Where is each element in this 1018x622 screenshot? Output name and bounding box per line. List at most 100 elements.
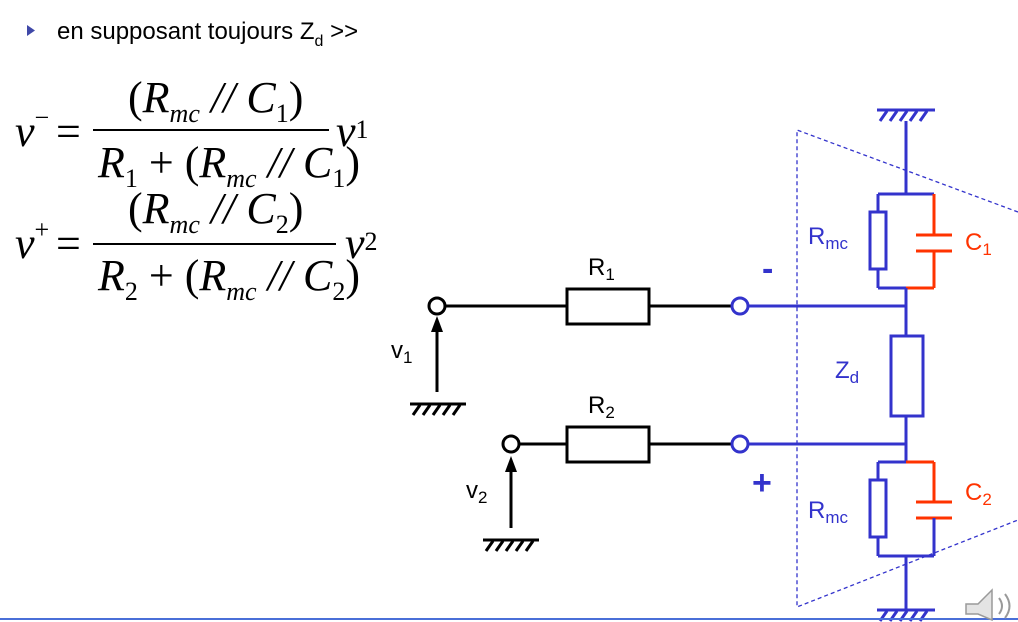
ground-icon (877, 608, 935, 622)
c2-label-sub: 2 (982, 490, 991, 509)
eq2-den-par: // (257, 251, 303, 300)
circuit-diagram: R1 v1 R2 v2 - + (391, 108, 1018, 622)
c2-label: C (965, 479, 982, 506)
svg-text:v2: v2 (466, 477, 487, 507)
svg-text:v1: v1 (336, 107, 369, 156)
eq2-den-c: C (303, 251, 333, 300)
eq1-num-c-sub: 1 (276, 99, 289, 128)
v1-label-sub: 1 (403, 348, 412, 367)
rmc-bottom-label: R (808, 497, 825, 524)
v1-terminal (427, 296, 447, 316)
eq1-den-c: C (303, 138, 333, 187)
c1-label: C (965, 229, 982, 256)
eq1-den-close: ) (345, 138, 360, 187)
equation-vminus: v− = (Rmc // C1) R1 + (Rmc // C1) v1 (15, 73, 369, 193)
minus-input-terminal (730, 296, 750, 316)
rmc2-resistor (868, 478, 888, 539)
r1-label-sub: 1 (605, 265, 614, 284)
rmc-bottom-label-sub: mc (825, 508, 848, 527)
svg-text:R2: R2 (588, 392, 615, 422)
eq1-rhs-sub: 1 (356, 115, 369, 144)
eq1-den-plus: + ( (138, 138, 199, 187)
svg-text:en supposant toujours Zd >>: en supposant toujours Zd >> (57, 18, 358, 50)
r2-label-sub: 2 (605, 403, 614, 422)
eq2-num-c: C (246, 184, 276, 233)
triangle-bullet-icon (27, 25, 35, 36)
svg-text:R2 + (Rmc // C2): R2 + (Rmc // C2) (97, 251, 360, 306)
eq2-equals: = (56, 219, 81, 268)
rmc-top-label-sub: mc (825, 234, 848, 253)
zd-label-sub: d (850, 368, 859, 387)
eq1-num-close: ) (289, 73, 304, 122)
eq2-den-rm-sub: mc (226, 277, 257, 306)
eq2-den-close: ) (345, 251, 360, 300)
eq2-num-close: ) (289, 184, 304, 233)
svg-text:C1: C1 (965, 229, 992, 259)
eq1-den-par: // (257, 138, 303, 187)
v1-label: v (391, 337, 403, 364)
eq2-den-plus: + ( (138, 251, 199, 300)
eq1-den-r: R (97, 138, 125, 187)
eq1-den-rm-sub: mc (226, 164, 257, 193)
eq2-num-open: ( (128, 184, 143, 233)
ground-icon (483, 538, 539, 552)
svg-text:v+: v+ (15, 215, 49, 268)
c1-label-sub: 1 (982, 240, 991, 259)
bullet-sub: d (315, 33, 324, 50)
svg-text:Rmc: Rmc (808, 497, 849, 527)
eq2-num-c-sub: 2 (276, 210, 289, 239)
eq1-lhs: v (15, 107, 35, 156)
v2-arrow-head (505, 456, 517, 472)
rmc-top-label: R (808, 223, 825, 250)
svg-text:Rmc: Rmc (808, 223, 849, 253)
eq1-num-r: R (142, 73, 170, 122)
eq1-den-c-sub: 1 (332, 164, 345, 193)
eq1-num-par: // (200, 73, 246, 122)
svg-text:v1: v1 (391, 337, 412, 367)
equation-vplus: v+ = (Rmc // C2) R2 + (Rmc // C2) v2 (15, 184, 378, 306)
plus-input-terminal (730, 434, 750, 454)
eq2-rhs-sub: 2 (365, 227, 378, 256)
eq1-den-r-sub: 1 (125, 164, 138, 193)
eq1-equals: = (56, 107, 81, 156)
svg-text:(Rmc // C2): (Rmc // C2) (128, 184, 303, 239)
eq1-den-rm: R (198, 138, 226, 187)
speaker-icon[interactable] (965, 588, 1011, 622)
zd-label: Z (835, 357, 850, 384)
eq2-num-par: // (200, 184, 246, 233)
r2-label: R (588, 392, 605, 419)
r1-resistor (565, 287, 651, 326)
eq2-rhs: v (345, 219, 365, 268)
zd-impedance (889, 334, 925, 418)
v2-label-sub: 2 (478, 488, 487, 507)
r1-label: R (588, 254, 605, 281)
r2-resistor (565, 425, 651, 464)
rmc1-resistor (868, 210, 888, 271)
bullet-line: en supposant toujours Zd >> (27, 18, 358, 50)
v2-terminal (501, 434, 521, 454)
svg-text:Zd: Zd (835, 357, 859, 387)
svg-text:(Rmc // C1): (Rmc // C1) (128, 73, 303, 128)
eq2-den-rm: R (198, 251, 226, 300)
ground-icon (410, 402, 466, 416)
eq2-num-r-sub: mc (170, 210, 201, 239)
eq2-den-c-sub: 2 (332, 277, 345, 306)
eq1-num-c: C (246, 73, 276, 122)
bullet-text: en supposant toujours Z (57, 18, 315, 45)
svg-text:v2: v2 (345, 219, 378, 268)
eq2-lhs: v (15, 219, 35, 268)
eq1-lhs-sup: − (35, 103, 50, 132)
svg-text:R1 + (Rmc // C1): R1 + (Rmc // C1) (97, 138, 360, 193)
bullet-suffix: >> (323, 18, 358, 45)
svg-text:v−: v− (15, 103, 49, 156)
eq2-den-r-sub: 2 (125, 277, 138, 306)
v2-label: v (466, 477, 478, 504)
ground-icon (877, 108, 935, 122)
eq2-num-r: R (142, 184, 170, 233)
eq1-rhs: v (336, 107, 356, 156)
eq1-num-open: ( (128, 73, 143, 122)
v1-arrow-head (431, 316, 443, 332)
eq1-num-r-sub: mc (170, 99, 201, 128)
minus-sign: - (762, 250, 773, 288)
